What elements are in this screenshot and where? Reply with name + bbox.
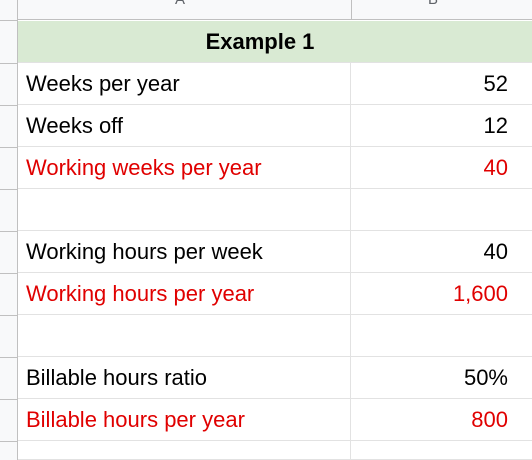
gutter-line (0, 273, 18, 274)
value-cell[interactable]: 40 (483, 154, 508, 180)
table-row: Working hours per week 40 (18, 231, 532, 273)
table-row (18, 315, 532, 357)
label-cell[interactable] (18, 441, 351, 459)
value-cell[interactable]: 800 (471, 406, 508, 432)
value-cell[interactable] (351, 315, 532, 356)
label-cell[interactable]: Billable hours ratio (18, 357, 351, 398)
value-cell[interactable] (351, 441, 532, 459)
gutter-line (0, 105, 18, 106)
column-header-a[interactable]: A (175, 0, 185, 8)
label-cell[interactable]: Weeks off (18, 105, 351, 146)
gutter-line (0, 441, 18, 442)
gutter-line (0, 399, 18, 400)
row-number-gutter[interactable] (0, 0, 18, 460)
value-cell[interactable]: 12 (483, 112, 508, 138)
value-cell[interactable]: 50% (463, 364, 508, 390)
label-cell[interactable]: Working weeks per year (18, 147, 351, 188)
table-row: Weeks per year 52 (18, 63, 532, 105)
column-header-b[interactable]: B (428, 0, 438, 8)
value-cell[interactable]: 1,600 (452, 280, 508, 306)
label-cell[interactable] (18, 315, 351, 356)
label-cell[interactable] (18, 189, 351, 230)
gutter-line (0, 315, 18, 316)
value-cell[interactable]: 40 (483, 238, 508, 264)
table-row: Billable hours per year 800 (18, 399, 532, 441)
gutter-line (0, 231, 18, 232)
table-row: Working hours per year 1,600 (18, 273, 532, 315)
label-cell[interactable]: Weeks per year (18, 63, 351, 104)
header-row: Example 1 (18, 21, 532, 63)
column-header-bar: A B (18, 0, 532, 20)
gutter-line (0, 20, 18, 21)
title-cell[interactable]: Example 1 (205, 28, 315, 54)
label-cell[interactable]: Billable hours per year (18, 399, 351, 440)
column-separator[interactable] (351, 0, 352, 19)
label-cell[interactable]: Working hours per week (18, 231, 351, 272)
value-cell[interactable]: 52 (483, 70, 508, 96)
gutter-line (0, 63, 18, 64)
gutter-line (0, 189, 18, 190)
table-row (18, 189, 532, 231)
label-cell[interactable]: Working hours per year (18, 273, 351, 314)
gutter-line (0, 147, 18, 148)
gutter-line (0, 357, 18, 358)
table-row: Working weeks per year 40 (18, 147, 532, 189)
table-row: Billable hours ratio 50% (18, 357, 532, 399)
table-row (18, 441, 532, 460)
table-row: Weeks off 12 (18, 105, 532, 147)
value-cell[interactable] (351, 189, 532, 230)
